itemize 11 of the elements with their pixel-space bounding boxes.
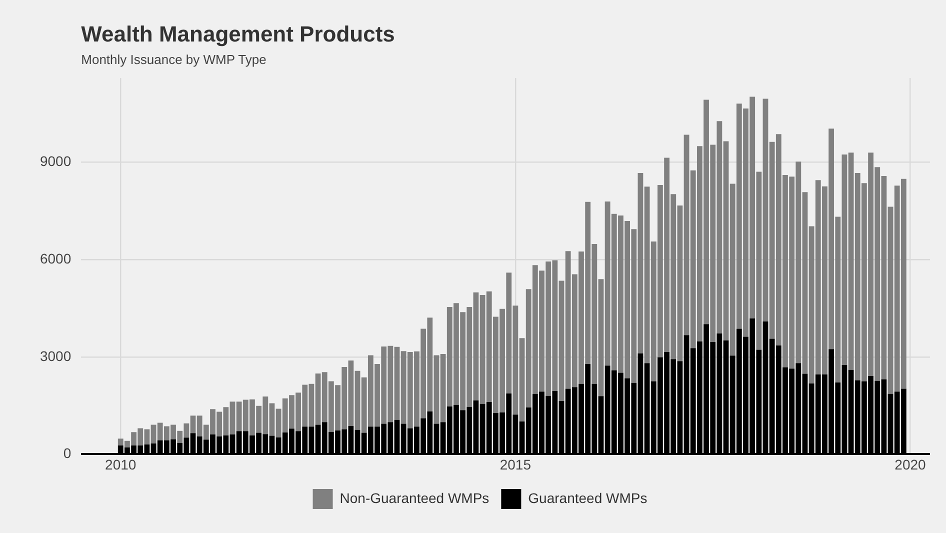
x-tick-label: 2015 [500, 456, 532, 472]
legend-label: Non-Guaranteed WMPs [340, 490, 490, 506]
chart-subtitle: Monthly Issuance by WMP Type [81, 52, 266, 67]
chart-title: Wealth Management Products [81, 21, 395, 46]
y-tick-label: 9000 [40, 153, 72, 170]
legend-label: Guaranteed WMPs [528, 490, 648, 506]
y-tick-label: 3000 [40, 348, 72, 364]
y-tick-label: 0 [63, 445, 72, 462]
y-tick-label: 6000 [40, 250, 72, 266]
x-tick-label: 2010 [105, 456, 136, 472]
x-tick-label: 2020 [894, 456, 926, 472]
